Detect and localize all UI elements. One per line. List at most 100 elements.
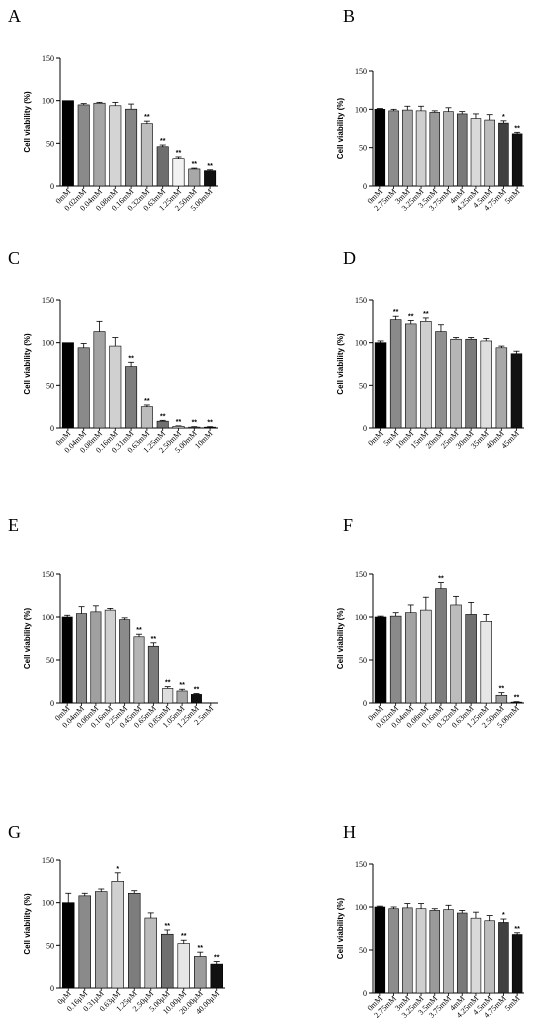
bar xyxy=(484,920,495,994)
bar xyxy=(480,620,492,704)
y-axis-label: Cell viability (%) xyxy=(23,91,32,153)
y-tick-label: 50 xyxy=(359,656,367,665)
bar xyxy=(204,170,217,187)
bar xyxy=(420,321,432,429)
bar xyxy=(374,109,386,187)
bar xyxy=(76,613,88,704)
bar xyxy=(188,426,201,429)
bar xyxy=(388,908,399,994)
bar xyxy=(405,612,417,704)
significance-mark: ** xyxy=(499,686,505,693)
significance-mark: ** xyxy=(165,680,171,687)
bar xyxy=(389,319,402,429)
bar xyxy=(450,604,462,704)
significance-mark: ** xyxy=(514,125,520,132)
y-tick-label: 100 xyxy=(42,97,54,106)
bar xyxy=(140,123,153,187)
y-tick-label: 50 xyxy=(46,941,54,950)
bar xyxy=(415,110,427,187)
bar xyxy=(204,426,217,429)
bar xyxy=(77,104,90,187)
panel-letter: G xyxy=(8,822,21,842)
significance-mark: ** xyxy=(194,687,200,694)
y-tick-label: 50 xyxy=(359,381,367,390)
significance-mark: ** xyxy=(214,955,220,962)
y-axis-label: Cell viability (%) xyxy=(336,97,345,159)
significance-mark: ** xyxy=(151,636,157,643)
significance-mark: ** xyxy=(160,138,166,145)
significance-mark: ** xyxy=(423,311,429,318)
y-tick-label: 150 xyxy=(355,67,367,76)
bar xyxy=(389,615,402,704)
x-tick-label: 0mM xyxy=(366,429,385,448)
y-tick-label: 100 xyxy=(355,903,367,912)
y-tick-label: 100 xyxy=(355,105,367,114)
bar xyxy=(443,111,454,187)
y-axis-label: Cell viability (%) xyxy=(23,893,32,955)
panel-letter: B xyxy=(343,6,355,26)
y-tick-label: 100 xyxy=(355,613,367,622)
y-tick-label: 0 xyxy=(363,699,367,708)
x-tick-label: 5mM xyxy=(503,187,522,206)
bar xyxy=(78,895,91,989)
x-tick-label: 5mM xyxy=(503,994,522,1013)
y-tick-label: 0 xyxy=(50,699,54,708)
significance-mark: ** xyxy=(176,150,182,157)
bar xyxy=(374,616,387,704)
panel-letter: H xyxy=(343,822,356,842)
y-tick-label: 50 xyxy=(359,144,367,153)
bar xyxy=(470,917,482,994)
significance-mark: ** xyxy=(207,163,213,170)
bar xyxy=(90,611,102,704)
bar xyxy=(61,616,73,704)
bar xyxy=(133,636,145,704)
significance-mark: ** xyxy=(165,923,171,930)
bar xyxy=(429,910,441,994)
bar xyxy=(176,690,188,704)
bar xyxy=(156,146,169,187)
bar xyxy=(190,694,202,704)
bar xyxy=(128,892,141,989)
bar xyxy=(415,908,427,994)
bar xyxy=(495,347,508,429)
bar xyxy=(443,909,454,994)
bar xyxy=(456,912,468,994)
y-tick-label: 150 xyxy=(355,570,367,579)
bar xyxy=(194,956,207,989)
y-tick-label: 50 xyxy=(46,656,54,665)
y-tick-label: 150 xyxy=(355,296,367,305)
bar xyxy=(450,338,462,429)
bar xyxy=(374,342,387,429)
bar xyxy=(511,133,523,187)
y-axis-label: Cell viability (%) xyxy=(336,333,345,395)
x-tick-label: 10mM xyxy=(193,429,214,450)
y-tick-label: 0 xyxy=(363,424,367,433)
bar xyxy=(456,113,468,187)
significance-mark: ** xyxy=(181,933,187,940)
significance-mark: ** xyxy=(192,161,198,168)
bar xyxy=(93,331,106,429)
bar xyxy=(388,110,399,187)
bar xyxy=(495,694,508,704)
bar xyxy=(172,158,185,187)
y-tick-label: 150 xyxy=(42,296,54,305)
y-tick-label: 100 xyxy=(42,899,54,908)
significance-mark: ** xyxy=(198,945,204,952)
y-tick-label: 100 xyxy=(42,339,54,348)
bar xyxy=(125,366,138,429)
bar xyxy=(435,331,447,429)
y-tick-label: 0 xyxy=(50,984,54,993)
bar xyxy=(119,619,131,704)
y-axis-label: Cell viability (%) xyxy=(336,607,345,669)
significance-mark: ** xyxy=(514,695,520,702)
bar xyxy=(405,323,417,429)
significance-mark: ** xyxy=(176,419,182,426)
bar xyxy=(402,109,413,187)
